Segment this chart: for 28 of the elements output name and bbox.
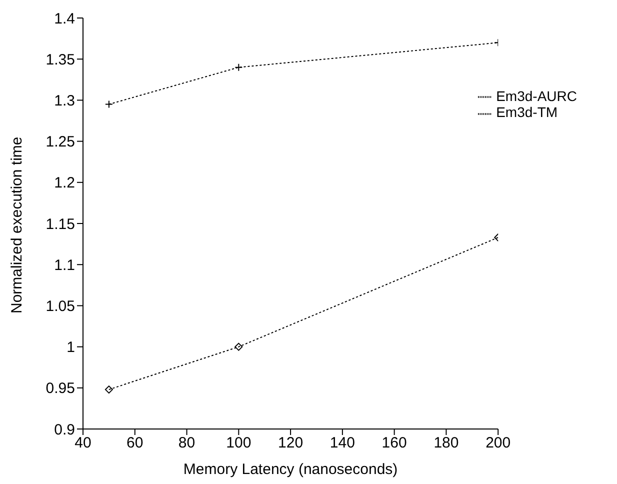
point — [104, 100, 113, 108]
y-tick-label: 1.15 — [46, 216, 75, 233]
x-tick-label: 180 — [434, 434, 459, 452]
y-tick-label: 1.2 — [54, 174, 75, 192]
point — [234, 342, 243, 351]
y-tick-label: 1.1 — [54, 256, 75, 274]
y-tick-label: 1.35 — [46, 51, 75, 68]
x-tick-label: 200 — [486, 434, 511, 452]
y-tick-label: 1.05 — [46, 298, 75, 316]
x-tick-label: 80 — [178, 434, 196, 452]
y-tick-label: 0.9 — [54, 421, 75, 438]
x-tick-label: 140 — [330, 434, 355, 452]
legend-label: Em3d-AURC — [496, 88, 577, 104]
x-tick-label: 100 — [226, 434, 252, 452]
y-tick-label: 1.4 — [54, 10, 75, 28]
x-tick-label: 40 — [74, 434, 92, 452]
y-tick-label: 1 — [66, 339, 75, 356]
point — [104, 386, 113, 394]
y-axis-title: Normalized execution time — [8, 136, 26, 314]
legend-label: Em3d-TM — [496, 104, 558, 120]
y-tick-label: 1.25 — [46, 134, 75, 151]
x-tick-label: 60 — [126, 434, 144, 452]
point — [234, 63, 243, 72]
x-axis-title: Memory Latency (nanoseconds) — [183, 461, 398, 478]
x-tick-label: 120 — [278, 434, 304, 452]
y-tick-label: 1.3 — [54, 92, 75, 110]
y-tick-label: 0.95 — [46, 380, 75, 398]
x-tick-label: 160 — [382, 434, 407, 452]
